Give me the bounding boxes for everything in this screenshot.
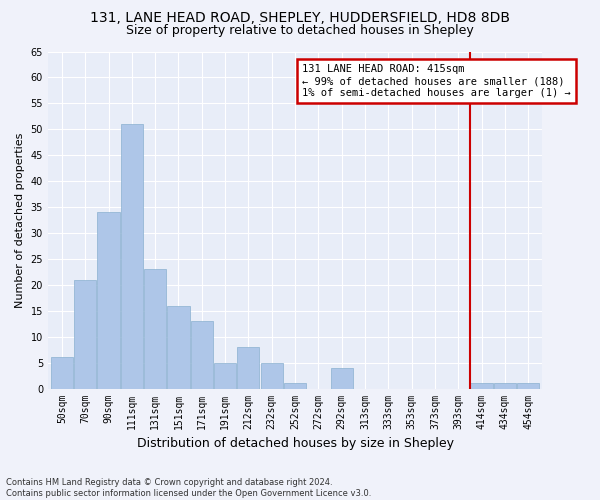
Bar — [494, 384, 516, 388]
Text: 131 LANE HEAD ROAD: 415sqm
← 99% of detached houses are smaller (188)
1% of semi: 131 LANE HEAD ROAD: 415sqm ← 99% of deta… — [302, 64, 571, 98]
Bar — [97, 212, 119, 388]
Bar — [238, 347, 259, 389]
Bar — [121, 124, 143, 388]
X-axis label: Distribution of detached houses by size in Shepley: Distribution of detached houses by size … — [137, 437, 454, 450]
Text: 131, LANE HEAD ROAD, SHEPLEY, HUDDERSFIELD, HD8 8DB: 131, LANE HEAD ROAD, SHEPLEY, HUDDERSFIE… — [90, 11, 510, 25]
Bar — [51, 358, 73, 388]
Text: Size of property relative to detached houses in Shepley: Size of property relative to detached ho… — [126, 24, 474, 37]
Bar — [284, 384, 306, 388]
Bar — [470, 384, 493, 388]
Bar — [167, 306, 190, 388]
Bar — [144, 270, 166, 388]
Bar — [260, 362, 283, 388]
Text: Contains HM Land Registry data © Crown copyright and database right 2024.
Contai: Contains HM Land Registry data © Crown c… — [6, 478, 371, 498]
Bar — [517, 384, 539, 388]
Bar — [74, 280, 96, 388]
Bar — [214, 362, 236, 388]
Bar — [331, 368, 353, 388]
Y-axis label: Number of detached properties: Number of detached properties — [15, 132, 25, 308]
Bar — [191, 321, 213, 388]
